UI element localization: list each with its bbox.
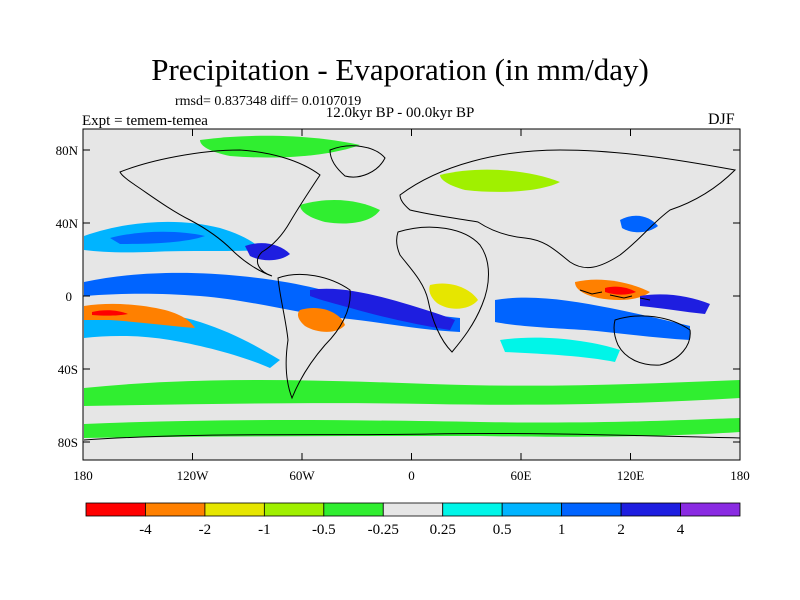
australia-coast (613, 315, 691, 366)
field-anomalies (84, 135, 740, 438)
africa-dry (429, 283, 478, 309)
colorbar-label: 2 (617, 522, 625, 538)
greenland-coast (329, 145, 386, 178)
colorbar-label: 1 (558, 522, 566, 538)
colorbar-box (561, 502, 622, 517)
south-america-dry (297, 307, 345, 332)
colorbar-labels: -4 -2 -1 -0.5 -0.25 0.25 0.5 1 2 4 (139, 522, 685, 538)
colorbar-box (680, 502, 741, 517)
stats-text: rmsd= 0.837348 diff= 0.0107019 (175, 94, 362, 109)
maritime-continent-red (605, 286, 636, 295)
x-tick-label: 120W (177, 468, 210, 483)
y-tick-label: 40S (58, 362, 78, 377)
caribbean-wet (245, 243, 290, 261)
colorbar-box (204, 502, 265, 517)
south-indian-cyan (500, 337, 620, 362)
coastlines (83, 145, 741, 441)
colorbar-label: -1 (258, 522, 271, 538)
south-pacific-red-core (92, 310, 128, 316)
colorbar-label: 0.25 (430, 522, 456, 538)
y-axis: 80N 40N 0 40S 80S (56, 143, 740, 450)
indian-ocean-wet (495, 297, 690, 340)
north-pacific-core (110, 231, 205, 244)
y-tick-label: 80S (58, 435, 78, 450)
west-pacific-wet (640, 294, 710, 314)
colorbar-boxes (85, 502, 741, 517)
maritime-islands (579, 289, 651, 301)
y-tick-label: 80N (56, 143, 79, 158)
x-tick-label: 180 (73, 468, 93, 483)
x-tick-label: 60W (289, 468, 315, 483)
y-tick-label: 0 (66, 289, 73, 304)
colorbar-label: 0.5 (493, 522, 512, 538)
colorbar-box (501, 502, 563, 517)
south-pacific-wet-band (84, 312, 280, 368)
colorbar-box (442, 502, 503, 517)
colorbar-box (382, 502, 444, 517)
north-atlantic-green (300, 199, 380, 224)
x-tick-label: 60E (511, 468, 532, 483)
colorbar: -4 -2 -1 -0.5 -0.25 0.25 0.5 1 2 4 (85, 502, 741, 538)
southern-ocean-band (84, 380, 740, 406)
colorbar-label: -4 (139, 522, 152, 538)
map-title: Precipitation - Evaporation (in mm/day) (151, 52, 649, 87)
japan-wet (620, 215, 658, 233)
colorbar-label: -2 (199, 522, 212, 538)
plot-area (82, 128, 741, 461)
africa-coast (396, 226, 489, 353)
south-pacific-dry-band (84, 303, 195, 328)
colorbar-box (145, 502, 206, 517)
eurasia-green (440, 169, 560, 192)
y-tick-label: 40N (56, 216, 79, 231)
x-tick-label: 0 (408, 468, 415, 483)
colorbar-label: 4 (677, 522, 685, 538)
antarctica-coast (83, 432, 741, 441)
north-america-coast (119, 149, 321, 277)
colorbar-box (323, 502, 384, 517)
eurasia-coast (399, 149, 737, 269)
south-america-coast (277, 273, 351, 400)
experiment-label: Expt = temem-temea (82, 113, 208, 129)
colorbar-label: -0.25 (368, 522, 399, 538)
season-label: DJF (708, 111, 735, 128)
x-tick-label: 120E (617, 468, 645, 483)
colorbar-box (620, 502, 681, 517)
colorbar-box (263, 502, 325, 517)
tropical-atlantic-wet (310, 288, 455, 330)
x-tick-label: 180 (730, 468, 750, 483)
colorbar-box (85, 502, 146, 517)
colorbar-label: -0.5 (312, 522, 336, 538)
period-text: 12.0kyr BP - 00.0kyr BP (325, 105, 475, 121)
x-axis: 180 120W 60W 0 60E 120E 180 (73, 129, 750, 483)
arctic-green (200, 135, 360, 158)
antarctic-band (84, 418, 740, 438)
itcz-wet-band (84, 272, 460, 332)
